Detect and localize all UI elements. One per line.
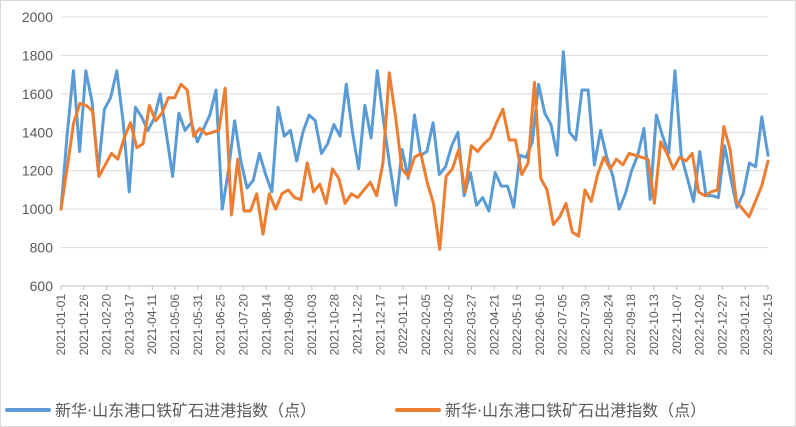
x-tick-label: 2022-12-27 (715, 294, 729, 356)
x-tick-label: 2022-02-05 (419, 294, 433, 356)
x-tick-label: 2022-05-16 (510, 294, 524, 356)
x-tick-label: 2021-07-20 (236, 294, 250, 356)
y-tick-label: 600 (30, 278, 54, 294)
axes: 600 800 1000 1200 1400 1600 1800 2000 2021-01-01… (22, 9, 775, 355)
x-tick-label: 2021-08-14 (259, 294, 273, 356)
x-tick-label: 2022-12-02 (693, 294, 707, 356)
x-tick-label: 2021-05-31 (191, 294, 205, 356)
x-tick-label: 2021-01-01 (54, 294, 68, 356)
legend: 新华·山东港口铁矿石进港指数（点） 新华·山东港口铁矿石出港指数（点） (5, 401, 706, 420)
x-tick-label: 2022-10-13 (647, 294, 661, 356)
x-tick-label: 2021-05-06 (168, 294, 182, 356)
y-tick-label: 1800 (22, 47, 53, 63)
series-lines (59, 50, 770, 251)
y-tick-label: 1600 (22, 86, 53, 102)
x-tick-label: 2022-01-11 (396, 294, 410, 355)
x-tick-label: 2021-02-20 (100, 294, 114, 356)
x-tick-label: 2021-09-08 (282, 294, 296, 356)
series-line-outbound (59, 71, 770, 251)
x-tick-label: 2022-03-27 (465, 294, 479, 356)
y-tick-label: 2000 (22, 9, 53, 25)
x-tick-label: 2022-06-10 (533, 294, 547, 356)
legend-label-inbound: 新华·山东港口铁矿石进港指数（点） (55, 401, 316, 420)
x-tick-label: 2021-04-11 (145, 294, 159, 355)
gridlines (61, 16, 768, 287)
y-tick-label: 1000 (22, 201, 53, 217)
legend-label-outbound: 新华·山东港口铁矿石出港指数（点） (445, 401, 706, 420)
y-tick-label: 1400 (22, 124, 53, 140)
x-tick-label: 2021-11-22 (350, 294, 364, 355)
x-tick-label: 2022-04-21 (487, 294, 501, 356)
x-tick-label: 2023-01-21 (738, 294, 752, 356)
x-tick-label: 2022-09-18 (624, 294, 638, 356)
x-tick-label: 2022-11-07 (670, 294, 684, 355)
x-tick-label: 2021-12-17 (373, 294, 387, 356)
x-tick-label: 2021-01-26 (77, 294, 91, 356)
y-tick-label: 800 (30, 240, 54, 256)
y-tick-label: 1200 (22, 163, 53, 179)
x-tick-label: 2023-02-15 (761, 294, 775, 356)
x-tick-label: 2022-07-30 (579, 294, 593, 356)
x-tick-label: 2022-07-05 (556, 294, 570, 356)
x-tick-label: 2021-10-28 (328, 294, 342, 356)
series-line-inbound (59, 50, 770, 213)
x-tick-label: 2021-03-17 (122, 294, 136, 356)
x-tick-label: 2022-08-24 (601, 294, 615, 356)
x-tick-label: 2021-10-03 (305, 294, 319, 356)
x-tick-label: 2022-03-02 (442, 294, 456, 356)
x-tick-label: 2021-06-25 (214, 294, 228, 356)
